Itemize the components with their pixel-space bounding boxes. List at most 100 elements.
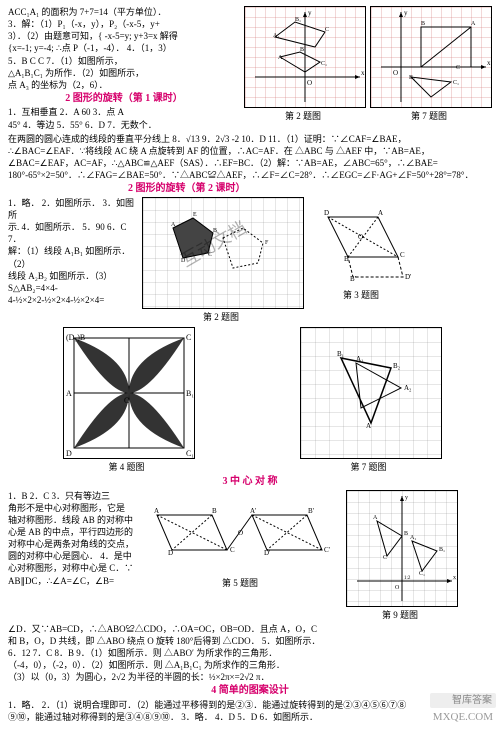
figure-2b: ABC DEF <box>142 197 304 309</box>
text-line: 示. 4．如图所示． 5．90 6．C 7． <box>8 221 138 245</box>
text-line: 对称中心是两条对角线的交点， <box>8 538 138 550</box>
svg-text:O: O <box>358 233 363 241</box>
svg-text:A: A <box>373 515 378 521</box>
svg-text:A: A <box>66 389 72 398</box>
svg-text:E: E <box>193 212 197 218</box>
svg-text:C₁: C₁ <box>321 61 327 67</box>
svg-text:B': B' <box>308 507 314 515</box>
svg-text:B₁: B₁ <box>295 17 301 23</box>
svg-text:D': D' <box>405 273 411 281</box>
text-line: {x=-1; y=-4; ∴点 P（-1，-4）． 4．（1，3） <box>8 42 240 54</box>
text-line: 点 A₃ 的坐标为（2，6）． <box>8 79 240 91</box>
svg-text:C: C <box>400 251 405 259</box>
text-line: △A₁B₁C₁ 为所作．（2）如图所示， <box>8 67 240 79</box>
figure-9d: xyO 1:2 ABC A₁B₁C₁ <box>346 490 458 607</box>
svg-text:y: y <box>405 495 408 501</box>
figure-4c: (D₁)BC AB₁ DC₁ O <box>63 327 195 459</box>
figure-7c: B₁B₂ AA₁A₂ <box>300 327 442 459</box>
svg-text:B: B <box>404 531 408 537</box>
svg-text:B: B <box>300 47 304 53</box>
svg-text:B: B <box>344 255 349 263</box>
section-header: 3 中 心 对 称 <box>8 475 492 489</box>
svg-text:C: C <box>186 333 191 342</box>
text-line: 5．B C C 7．（1）如图所示， <box>8 55 240 67</box>
svg-text:O: O <box>124 396 130 405</box>
svg-text:D: D <box>168 549 173 557</box>
text-line: 解：（1）线段 A₁B₁ 如图所示．（2） <box>8 245 138 269</box>
svg-text:O: O <box>395 585 400 591</box>
figure-caption: 第 3 题图 <box>304 289 418 301</box>
svg-text:C: C <box>383 555 387 561</box>
text-block: 在两圆的圆心连成的线段的垂直平分线上 8．√13 9．2√3 -2 10．D 1… <box>8 133 492 182</box>
svg-text:B₁: B₁ <box>409 75 415 81</box>
svg-text:C₁: C₁ <box>186 449 194 458</box>
text-line: 线段 A₂B₂ 如图所示．（3）S△AB₂=4×4- <box>8 270 138 294</box>
svg-text:O: O <box>238 529 243 537</box>
svg-text:C₁: C₁ <box>419 571 425 577</box>
text-line: （3）以（0，3）为圆心，2√2 为半径的半圆的长：½×2π×=2√2 π． <box>8 671 492 683</box>
svg-text:D: D <box>181 258 186 264</box>
text-line: 圆的对称中心是圆心． 4．是中 <box>8 550 138 562</box>
svg-text:B₂: B₂ <box>393 362 401 370</box>
watermark-url: MXQE.COM <box>430 709 496 726</box>
figure-caption: 第 9 题图 <box>342 609 458 621</box>
svg-text:A₂: A₂ <box>404 384 412 392</box>
svg-text:x: x <box>361 69 365 77</box>
text-line: 轴对称图形．线段 AB 的对称中 <box>8 514 138 526</box>
svg-text:B₁: B₁ <box>439 547 445 553</box>
text-line: 1．互相垂直 2．A 60 3．点 A <box>8 106 240 118</box>
svg-text:A: A <box>378 209 383 217</box>
text-line: 4-½×2×2-½×2×4-½×2×4= <box>8 294 138 306</box>
svg-text:A: A <box>171 222 176 228</box>
svg-text:B: B <box>213 228 217 234</box>
svg-text:B': B' <box>350 275 356 283</box>
section-header: 4 简单的图案设计 <box>8 684 492 698</box>
figure-3b: D A C B O D' B' <box>308 197 418 287</box>
svg-text:A: A <box>471 21 476 27</box>
figure-caption: 第 7 题图 <box>366 110 492 122</box>
watermark-badge: 智库答案 <box>430 693 496 709</box>
svg-text:C₁: C₁ <box>453 80 459 86</box>
svg-text:C': C' <box>324 546 330 554</box>
svg-text:y: y <box>308 9 312 17</box>
figure-caption: 第 7 题图 <box>296 461 442 473</box>
svg-text:D: D <box>324 209 329 217</box>
svg-text:x: x <box>487 59 491 67</box>
svg-text:C: C <box>456 65 460 71</box>
svg-text:D': D' <box>264 549 270 557</box>
text-block: 1．略． 2．（1）说明合理即可．（2）能通过平移得到的是②③．能通过旋转得到的… <box>8 699 492 723</box>
figure-7a: xyO ABC B₁C₁ <box>370 6 492 108</box>
figure-2a: xyO A₁B₁C ABC₁ <box>244 6 366 108</box>
text-line: 心对称图形，对称中心是 C．∵ <box>8 562 138 574</box>
text-line: AB∥DC，∴∠A=∠C，∠B= <box>8 575 138 587</box>
text-line: 3）．（2）由题意可知，{ -x-5=y; y+3=x 解得 <box>8 30 240 42</box>
text-line: 心是 AB 的中点，平行四边形的 <box>8 526 138 538</box>
text-line: 1．略． 2．如图所示． 3．如图所 <box>8 197 138 221</box>
svg-text:A': A' <box>250 507 256 515</box>
svg-text:1:2: 1:2 <box>404 576 411 581</box>
svg-text:A: A <box>154 507 159 515</box>
svg-text:C: C <box>230 546 235 554</box>
svg-text:B₁: B₁ <box>337 350 344 358</box>
svg-text:A: A <box>278 55 283 61</box>
svg-text:A₁: A₁ <box>356 355 364 363</box>
svg-text:O: O <box>393 69 398 77</box>
svg-text:B: B <box>421 21 425 27</box>
svg-text:(D₁)B: (D₁)B <box>66 333 85 342</box>
figure-caption: 第 2 题图 <box>138 311 304 323</box>
text-line: 1．B 2．C 3．只有等边三 <box>8 490 138 502</box>
figure-caption: 第 5 题图 <box>138 577 342 589</box>
text-line: 45° 4．等边 5．55° 6．D 7．无数个． <box>8 119 240 131</box>
figure-caption: 第 4 题图 <box>59 461 195 473</box>
svg-text:C: C <box>325 27 329 33</box>
text-line: 角形不是中心对称图形，它是 <box>8 502 138 514</box>
svg-text:B: B <box>212 507 217 515</box>
svg-text:C: C <box>208 252 212 258</box>
text-line: ACC₁A₁ 的面积为 7+7=14（平方单位）． <box>8 6 240 18</box>
svg-text:A₁: A₁ <box>410 535 416 541</box>
svg-text:O: O <box>307 79 312 87</box>
figure-5d: A B C D A' B' C' D' O <box>142 490 342 575</box>
svg-text:D: D <box>66 449 72 458</box>
text-line: 3．解：（1）P₁（-x，y），P₂（-x-5，y+ <box>8 18 240 30</box>
figure-caption: 第 2 题图 <box>240 110 366 122</box>
